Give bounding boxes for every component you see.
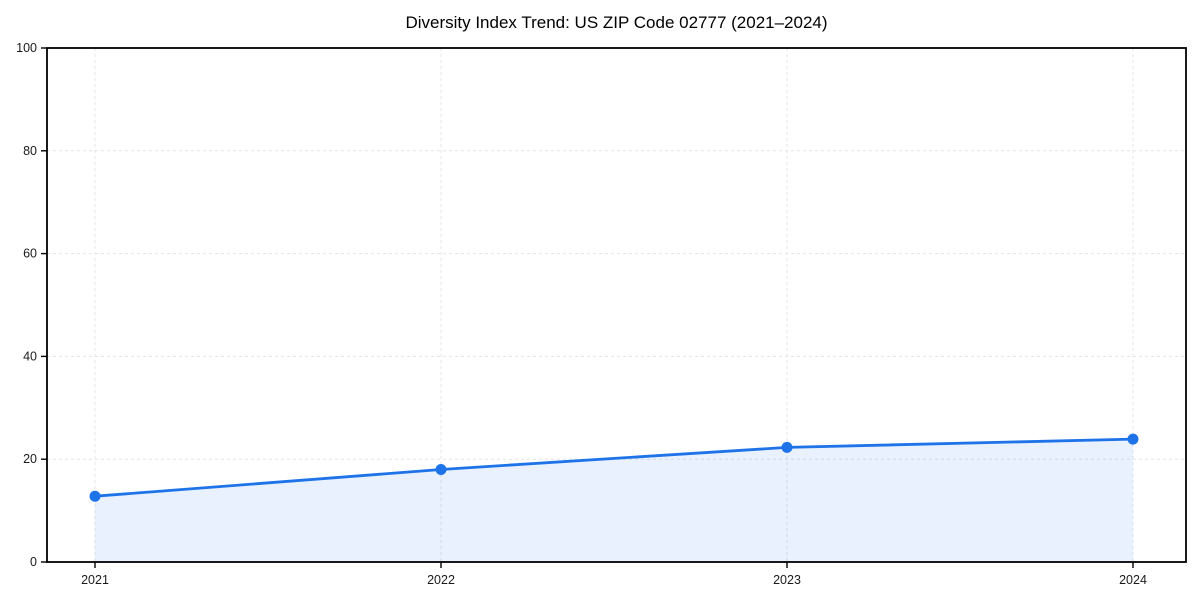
- y-tick-label: 60: [23, 247, 37, 261]
- data-point: [1127, 433, 1139, 445]
- data-point: [435, 463, 447, 475]
- trend-line: [93, 437, 1135, 498]
- x-tick-label: 2024: [1119, 573, 1147, 587]
- x-tick-label: 2021: [81, 573, 109, 587]
- data-point: [781, 441, 793, 453]
- y-tick-label: 20: [23, 452, 37, 466]
- chart-title: Diversity Index Trend: US ZIP Code 02777…: [405, 13, 828, 32]
- y-tick-label: 80: [23, 144, 37, 158]
- area-fill: [95, 439, 1133, 562]
- x-tick-label: 2022: [427, 573, 455, 587]
- y-tick-label: 0: [30, 555, 37, 569]
- plot-border: [46, 47, 1187, 563]
- data-point: [89, 490, 101, 502]
- y-tick-label: 100: [16, 41, 37, 55]
- x-tick-label: 2023: [773, 573, 801, 587]
- y-tick-label: 40: [23, 349, 37, 363]
